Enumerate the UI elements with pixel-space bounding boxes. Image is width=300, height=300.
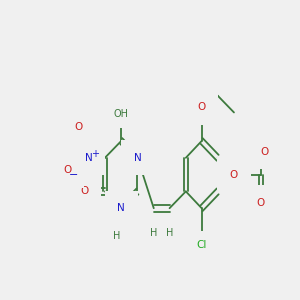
Text: O: O (64, 165, 72, 176)
Text: OH: OH (114, 109, 129, 119)
Text: N: N (117, 203, 125, 213)
Text: N: N (85, 153, 92, 163)
Text: H: H (150, 228, 158, 239)
Text: Cl: Cl (196, 240, 207, 250)
Text: N: N (134, 153, 141, 163)
Text: H: H (166, 228, 173, 239)
Text: O: O (230, 169, 238, 180)
Text: O: O (261, 146, 269, 157)
Text: O: O (197, 102, 206, 112)
Text: O: O (74, 122, 82, 132)
Text: O: O (80, 186, 89, 197)
Text: H: H (113, 231, 120, 241)
Text: +: + (91, 149, 99, 159)
Text: O: O (256, 198, 265, 208)
Text: −: − (69, 170, 78, 180)
